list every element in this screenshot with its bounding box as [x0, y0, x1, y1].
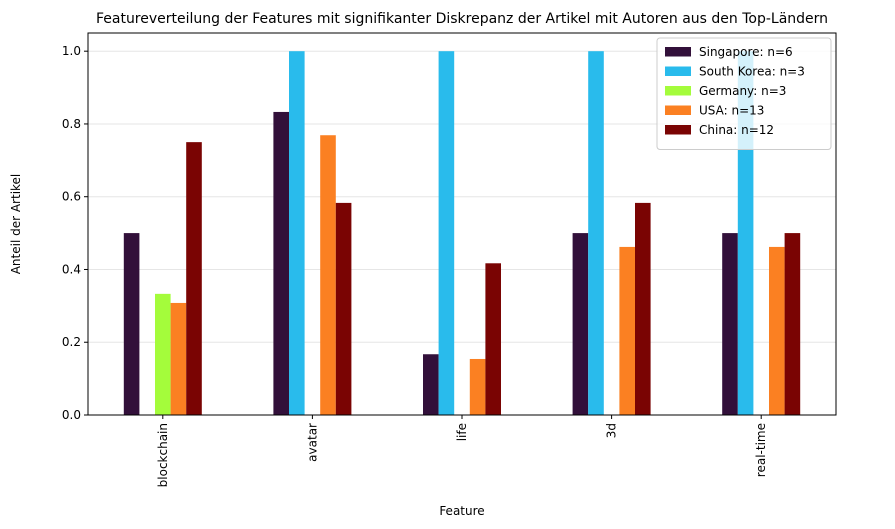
bar: [123, 233, 140, 415]
legend-box: [656, 37, 832, 150]
bar: [635, 202, 651, 415]
x-axis-ticks: blockchain avatar life 3d real-time: [156, 415, 768, 487]
legend-swatch: [665, 105, 691, 115]
legend-swatch: [665, 125, 691, 135]
x-tick-label: life: [455, 423, 469, 441]
legend-swatch: [665, 66, 691, 76]
y-axis-ticks: 0.0 0.2 0.4 0.6 0.8 1.0: [62, 44, 88, 422]
bar: [273, 111, 289, 416]
bars: [123, 51, 801, 416]
bar: [769, 246, 785, 415]
y-tick-label: 0.6: [62, 190, 81, 204]
legend-entry-label: Singapore: n=6: [699, 45, 793, 59]
bar: [423, 354, 439, 415]
bar: [186, 142, 202, 415]
x-axis-label: Feature: [439, 504, 484, 518]
chart-title: Featureverteilung der Features mit signi…: [96, 11, 828, 27]
x-tick-label: blockchain: [156, 423, 170, 487]
bar: [784, 233, 801, 415]
y-tick-label: 0.8: [62, 117, 81, 131]
bar: [722, 233, 738, 415]
bar: [155, 293, 171, 415]
legend-entry-label: Germany: n=3: [699, 84, 786, 98]
bar: [289, 51, 305, 415]
bar: [619, 246, 635, 415]
legend-swatch: [665, 47, 691, 57]
legend-entry-label: USA: n=13: [699, 104, 764, 118]
bar: [588, 51, 604, 415]
legend: Singapore: n=6 South Korea: n=3 Germany: n…: [656, 37, 832, 150]
y-tick-label: 1.0: [62, 44, 81, 58]
y-axis-label: Anteil der Artikel: [9, 174, 23, 275]
y-tick-label: 0.2: [62, 335, 81, 349]
x-tick-label: 3d: [605, 423, 619, 438]
bar: [320, 135, 336, 415]
bar: [335, 202, 352, 415]
bar: [572, 233, 589, 415]
y-tick-label: 0.0: [62, 408, 81, 422]
legend-entry-label: South Korea: n=3: [699, 65, 805, 79]
y-tick-label: 0.4: [62, 262, 81, 276]
bar: [438, 51, 455, 415]
x-tick-label: real-time: [754, 423, 768, 477]
legend-entry-label: China: n=12: [699, 123, 774, 137]
x-tick-label: avatar: [305, 423, 319, 462]
bar: [485, 263, 501, 415]
legend-swatch: [665, 86, 691, 96]
bar: [170, 302, 187, 415]
bar: [469, 358, 486, 415]
